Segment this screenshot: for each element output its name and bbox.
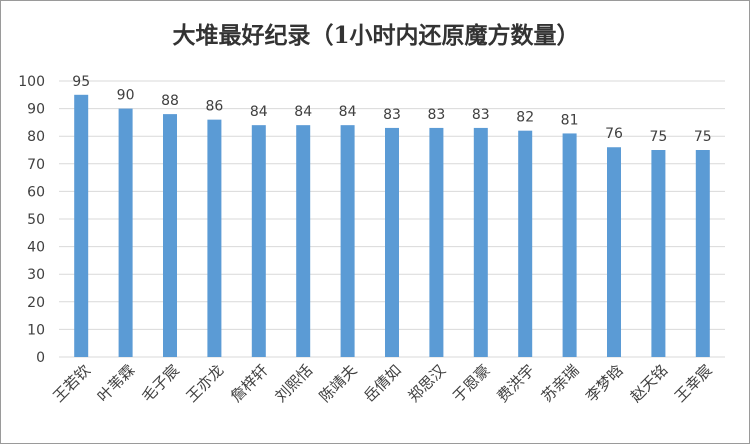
data-label: 88 <box>161 93 179 109</box>
x-category-label: 费洪宇 <box>493 361 538 406</box>
x-category-label: 赵天铭 <box>627 361 672 406</box>
data-label: 75 <box>649 129 667 145</box>
data-label: 86 <box>205 99 223 115</box>
bar <box>695 150 710 357</box>
x-category-label: 李梦晗 <box>582 361 627 406</box>
bar <box>74 94 89 358</box>
y-tick-label: 0 <box>36 350 45 366</box>
y-tick-label: 40 <box>27 240 45 256</box>
bar <box>651 150 666 357</box>
data-label: 83 <box>427 107 445 123</box>
bars <box>74 94 710 358</box>
y-axis-ticks: 0 10 20 30 40 50 60 70 80 90 100 <box>18 74 45 366</box>
bar <box>163 114 177 358</box>
x-category-label: 王若钦 <box>49 361 94 406</box>
y-tick-label: 20 <box>27 295 45 311</box>
y-tick-label: 10 <box>27 322 45 338</box>
bar <box>473 127 488 357</box>
x-category-label: 陈靖夫 <box>316 361 361 406</box>
y-tick-label: 80 <box>27 129 45 145</box>
data-label: 90 <box>117 88 135 104</box>
bar <box>429 127 444 357</box>
data-label: 76 <box>605 126 623 142</box>
chart-title: 大堆最好纪录（1小时内还原魔方数量） <box>172 22 579 49</box>
data-labels: 95 90 88 86 84 84 84 83 83 83 82 81 76 75 75 <box>72 74 711 145</box>
x-category-label: 郑思汉 <box>405 361 450 406</box>
x-category-label: 詹梓轩 <box>227 361 272 406</box>
x-category-label: 王幸宸 <box>671 361 716 406</box>
x-axis-categories: 王若钦 叶苇霖 毛子宸 王亦龙 詹梓轩 刘熙恬 陈靖夫 岳倩如 郑思汉 于恩豪 费洪宇 苏亲瑞 李梦晗赵… <box>49 361 715 406</box>
data-label: 84 <box>339 104 357 120</box>
y-tick-label: 60 <box>27 184 45 200</box>
data-label: 83 <box>383 107 401 123</box>
x-category-label: 岳倩如 <box>360 361 405 406</box>
y-tick-label: 90 <box>27 102 45 118</box>
data-label: 75 <box>694 129 712 145</box>
bar <box>518 130 533 357</box>
bar <box>607 147 621 357</box>
bar <box>562 133 577 357</box>
data-label: 95 <box>72 74 90 90</box>
bar <box>296 125 311 357</box>
bar <box>340 125 355 357</box>
y-tick-label: 100 <box>18 74 45 90</box>
data-label: 81 <box>561 112 579 128</box>
y-tick-label: 50 <box>27 212 45 228</box>
data-label: 84 <box>294 104 312 120</box>
bar <box>118 108 133 357</box>
data-label: 82 <box>516 110 534 126</box>
y-tick-label: 70 <box>27 157 45 173</box>
bar <box>207 119 222 357</box>
data-label: 83 <box>472 107 490 123</box>
bar <box>251 125 266 357</box>
x-category-label: 毛子宸 <box>138 361 183 406</box>
y-tick-label: 30 <box>27 267 45 283</box>
x-category-label: 王亦龙 <box>183 361 228 406</box>
data-label: 84 <box>250 104 268 120</box>
x-category-label: 刘熙恬 <box>271 361 316 406</box>
x-category-label: 于恩豪 <box>449 361 494 406</box>
x-category-label: 苏亲瑞 <box>538 361 583 406</box>
bar <box>385 127 399 357</box>
x-category-label: 叶苇霖 <box>94 361 139 406</box>
